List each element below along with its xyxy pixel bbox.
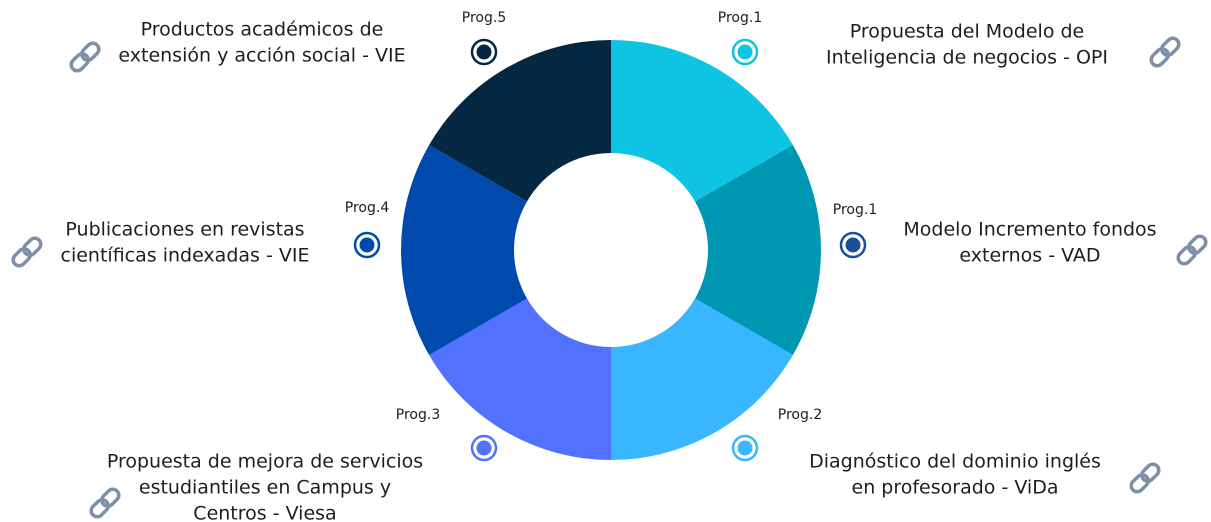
link-icon bbox=[1129, 462, 1161, 494]
link-part bbox=[89, 498, 110, 519]
item-text: Inteligencia de negocios - OPI bbox=[826, 47, 1108, 69]
marker-dot bbox=[737, 440, 753, 456]
prog-label: Prog.1 bbox=[833, 202, 877, 218]
donut-segment bbox=[611, 40, 793, 202]
marker-dot bbox=[359, 237, 375, 253]
donut-segment bbox=[429, 40, 611, 202]
item-text: extensión y acción social - VIE bbox=[118, 45, 405, 67]
donut-segment bbox=[695, 145, 821, 355]
item-text: Publicaciones en revistas bbox=[65, 219, 304, 241]
item-text: en profesorado - ViDa bbox=[852, 477, 1059, 499]
donut-segment bbox=[611, 298, 793, 460]
link-icon bbox=[69, 41, 101, 73]
item-text: estudiantiles en Campus y bbox=[139, 477, 391, 499]
marker-dot bbox=[476, 440, 492, 456]
link-icon bbox=[89, 487, 121, 519]
link-icon bbox=[1149, 36, 1181, 68]
item-text: Propuesta del Modelo de bbox=[850, 21, 1085, 43]
marker-dot bbox=[845, 237, 861, 253]
link-part bbox=[69, 52, 90, 73]
link-part bbox=[1129, 473, 1150, 494]
link-part bbox=[1140, 462, 1161, 483]
link-icon bbox=[11, 236, 43, 268]
link-part bbox=[1160, 36, 1181, 57]
item-text: científicas indexadas - VIE bbox=[61, 245, 310, 267]
item-text: Diagnóstico del dominio inglés bbox=[809, 451, 1101, 473]
link-part bbox=[100, 487, 121, 508]
prog-label: Prog.1 bbox=[718, 10, 762, 26]
item-text: Propuesta de mejora de servicios bbox=[107, 451, 423, 473]
link-part bbox=[1149, 47, 1170, 68]
link-part bbox=[22, 236, 43, 257]
marker-dot bbox=[737, 44, 753, 60]
link-part bbox=[1187, 234, 1208, 255]
donut-segment bbox=[429, 298, 611, 460]
marker-dot bbox=[476, 44, 492, 60]
item-text: externos - VAD bbox=[959, 245, 1100, 267]
prog-label: Prog.2 bbox=[778, 407, 822, 423]
prog-label: Prog.5 bbox=[462, 10, 506, 26]
link-part bbox=[11, 247, 32, 268]
link-part bbox=[80, 41, 101, 62]
item-text: Centros - Viesa bbox=[193, 503, 336, 522]
link-part bbox=[1176, 245, 1197, 266]
item-text: Productos académicos de bbox=[141, 19, 384, 41]
prog-label: Prog.4 bbox=[345, 200, 390, 216]
donut-segment bbox=[401, 145, 527, 355]
prog-label: Prog.3 bbox=[396, 407, 440, 423]
link-icon bbox=[1176, 234, 1208, 266]
item-text: Modelo Incremento fondos bbox=[903, 219, 1156, 241]
